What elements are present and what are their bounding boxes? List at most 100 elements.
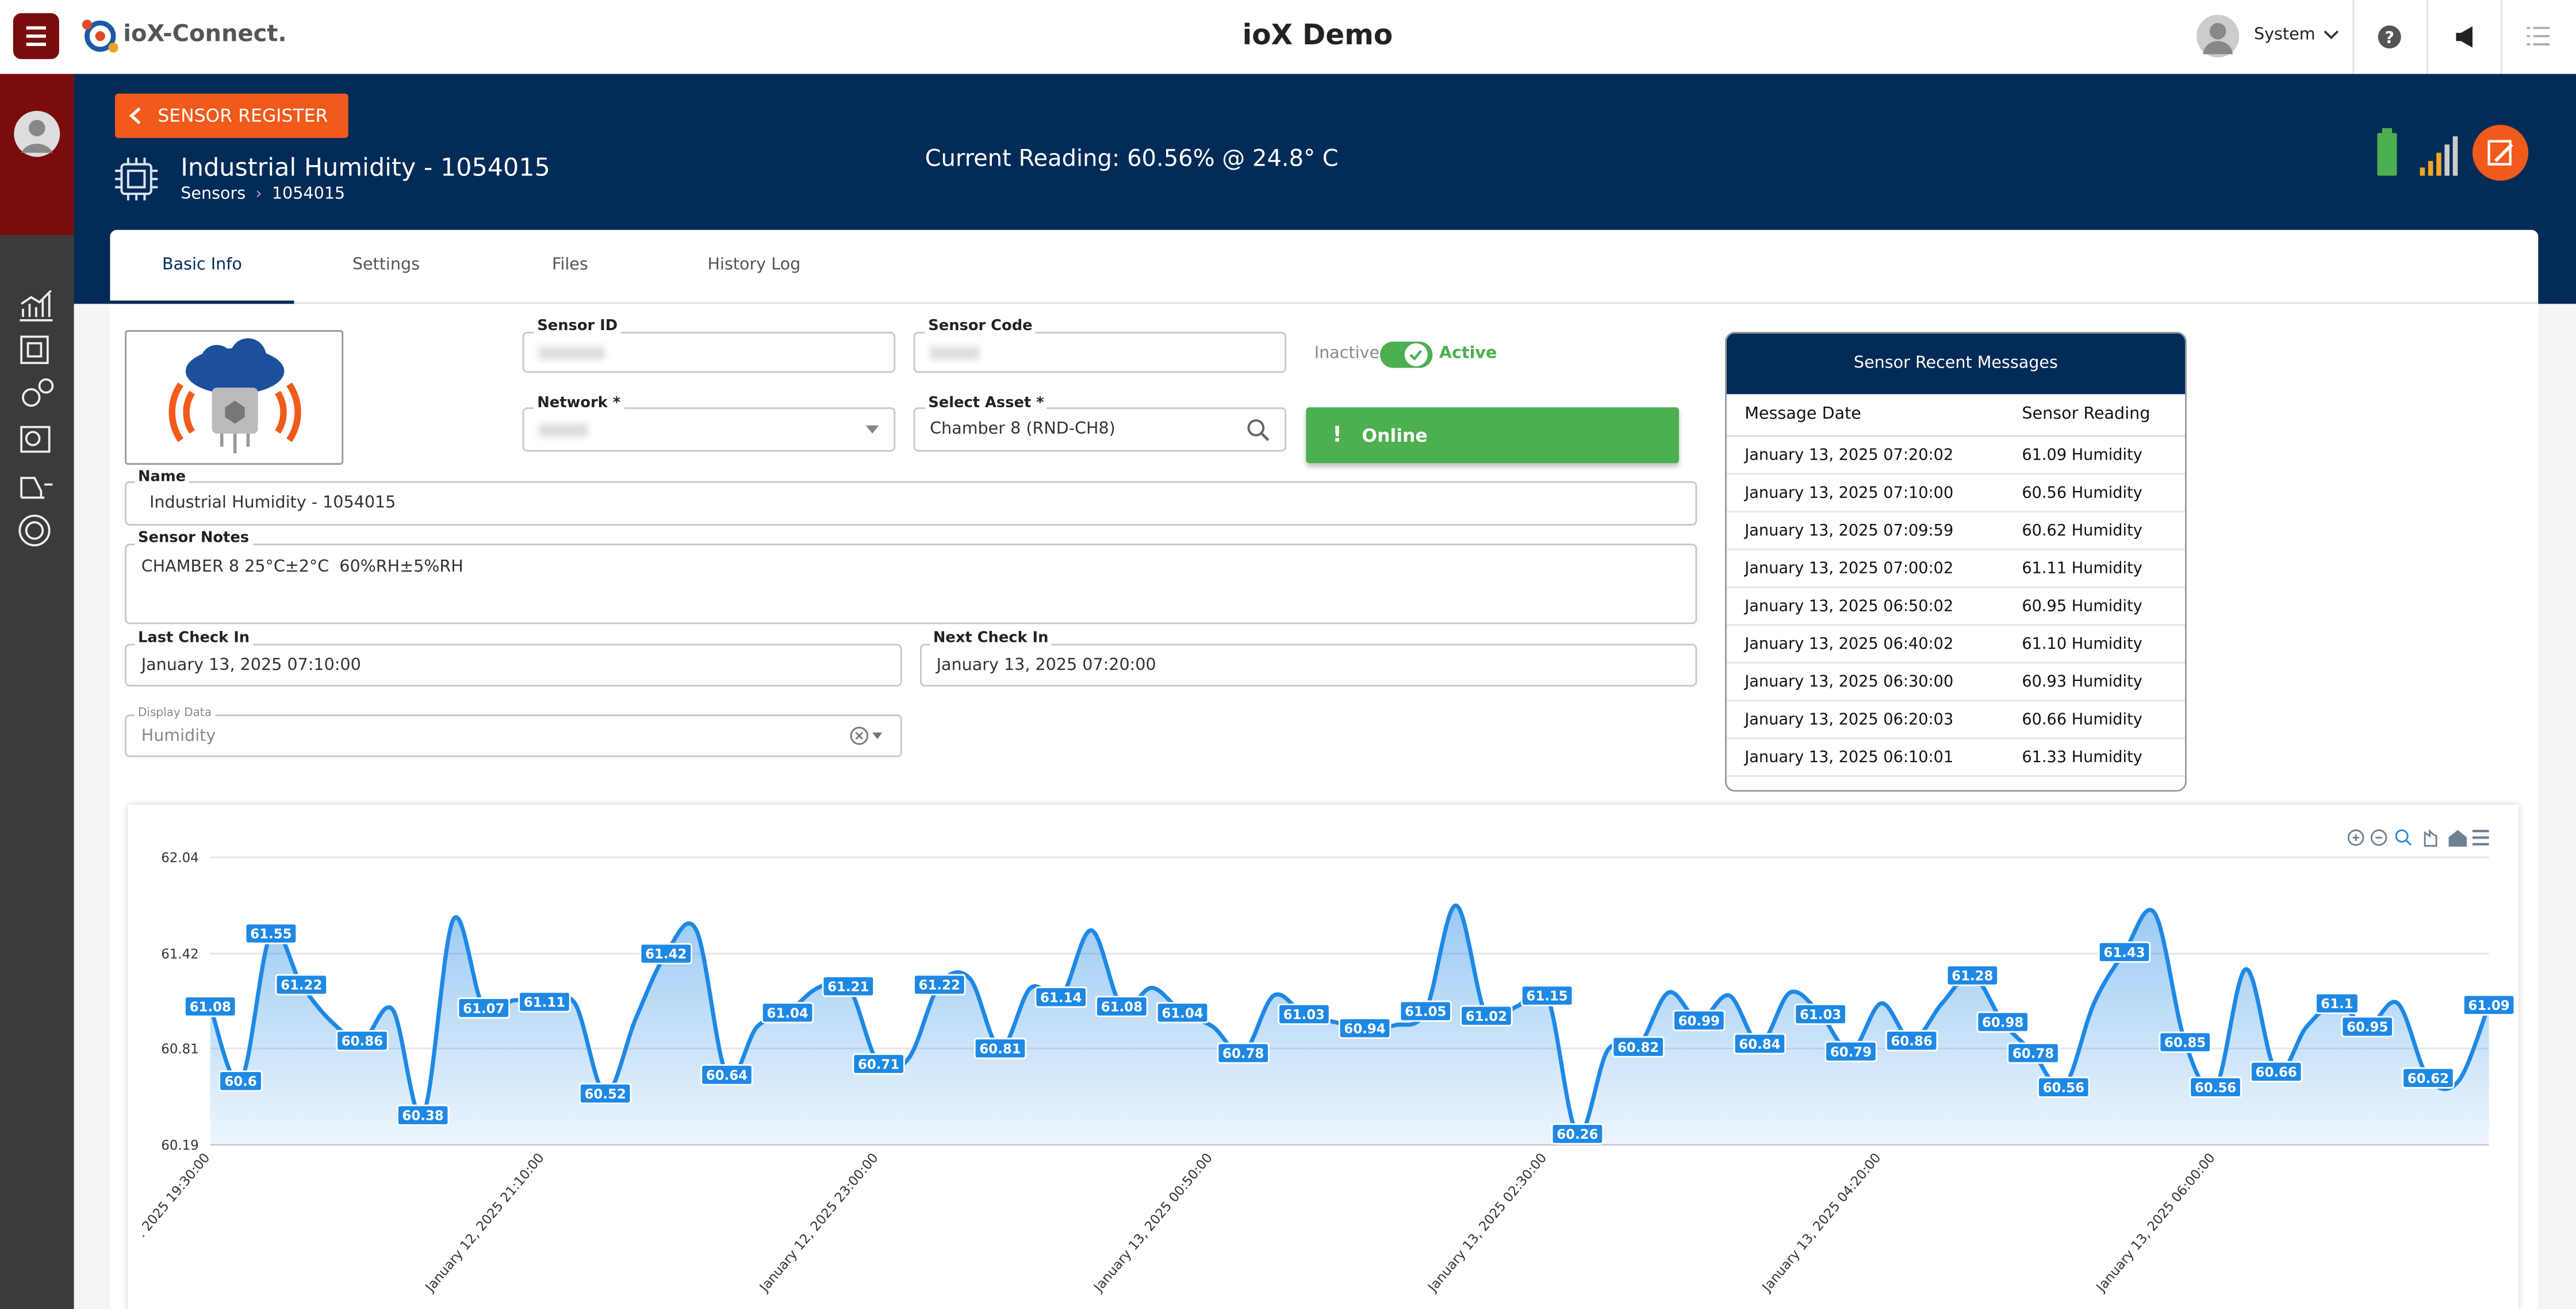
tab-bar: Basic Info Settings Files History Log (110, 230, 2539, 304)
table-cell: 60.95 Humidity (2022, 597, 2142, 615)
breadcrumb-sep: › (255, 185, 262, 204)
table-row[interactable]: January 13, 2025 06:20:03 60.66 Humidity (1726, 701, 2185, 740)
data-label: 60.52 (584, 1087, 626, 1102)
data-label-box (1460, 1005, 1513, 1027)
tab[interactable]: History Log (707, 256, 801, 274)
avatar (2196, 14, 2240, 58)
table-row[interactable]: January 13, 2025 06:50:02 60.95 Humidity (1726, 588, 2185, 626)
table-cell: 60.56 Humidity (2022, 484, 2142, 502)
tab[interactable]: Basic Info (110, 230, 294, 304)
help-icon[interactable]: ? (2377, 25, 2402, 49)
table-cell: 61.09 Humidity (2022, 446, 2142, 464)
data-label: 61.03 (1283, 1008, 1325, 1023)
toggle-on-label: Active (1439, 345, 1497, 363)
user-caret (2324, 30, 2339, 40)
announce-icon[interactable] (2453, 25, 2478, 49)
divider (2352, 0, 2355, 74)
field-label: Last Check In (135, 630, 253, 648)
field-label: Sensor Code (925, 319, 1036, 335)
data-label: 60.66 (2256, 1065, 2297, 1080)
network-select[interactable] (522, 407, 896, 452)
data-label-box (1095, 996, 1148, 1017)
toggle-off-label: Inactive (1314, 345, 1380, 363)
table-row[interactable]: January 13, 2025 07:00:02 61.11 Humidity (1726, 550, 2185, 588)
x-tick-label: January 13, 2025 00:50:00 (1090, 1150, 1216, 1295)
data-label: 60.64 (706, 1068, 747, 1083)
table-row[interactable]: January 13, 2025 07:20:02 61.09 Humidity (1726, 437, 2185, 475)
data-label-box (822, 975, 875, 997)
data-label-box (2007, 1042, 2060, 1064)
table-row[interactable]: January 13, 2025 07:09:59 60.62 Humidity (1726, 512, 2185, 550)
sensor-title: Industrial Humidity - 1054015 (181, 152, 550, 182)
data-label-box (1338, 1017, 1392, 1039)
panel-title: Sensor Recent Messages (1726, 333, 2185, 395)
table-cell: January 13, 2025 07:10:00 (1745, 484, 1954, 502)
data-label-box (2315, 993, 2359, 1015)
data-label-box (336, 1029, 389, 1052)
data-label: 61.1 (2321, 997, 2353, 1012)
search-icon[interactable] (1247, 418, 1270, 441)
recent-messages-panel: Sensor Recent Messages Message Date Senso… (1725, 331, 2187, 792)
next-checkin-input[interactable]: January 13, 2025 07:20:00 (920, 644, 1697, 687)
table-row[interactable]: January 13, 2025 07:10:00 60.56 Humidity (1726, 474, 2185, 512)
data-label-box (1946, 964, 1999, 986)
sensor-id-input[interactable] (522, 331, 896, 373)
list-icon[interactable] (2527, 26, 2550, 46)
sensor-icon (115, 158, 158, 201)
data-label-box (761, 1002, 814, 1024)
chart-toolbar[interactable] (2347, 829, 2489, 847)
data-label-box (1885, 1029, 1938, 1052)
field-label: Network * (534, 396, 624, 412)
data-label: 61.09 (2468, 998, 2509, 1013)
sensor-code-input[interactable] (913, 331, 1287, 373)
breadcrumb: Sensors › 1054015 (181, 186, 345, 204)
edit-button[interactable] (2472, 125, 2529, 181)
menu-button[interactable] (13, 13, 59, 59)
brand: ioX-Connect. (123, 21, 287, 48)
back-icon (129, 107, 141, 125)
display-data-select[interactable]: Humidity (125, 714, 902, 757)
data-label-box (396, 1104, 450, 1126)
x-tick-label: January 13, 2025 04:20:00 (1759, 1150, 1884, 1295)
data-label-box (1399, 1000, 1452, 1022)
table-row[interactable]: January 13, 2025 06:40:02 61.10 Humidity (1726, 626, 2185, 664)
data-label-box (1156, 1002, 1209, 1024)
breadcrumb-item[interactable]: Sensors (181, 185, 246, 204)
table-cell: January 13, 2025 06:10:01 (1745, 748, 1954, 767)
status-icon: ! (1332, 423, 1343, 448)
data-label-box (2159, 1031, 2211, 1053)
table-header: Message Date Sensor Reading (1726, 394, 2185, 437)
tab[interactable]: Files (552, 256, 588, 274)
table-cell: January 13, 2025 06:50:02 (1745, 597, 1954, 615)
active-toggle[interactable] (1380, 340, 1433, 369)
field-label: Select Asset * (925, 396, 1048, 412)
table-row[interactable]: January 13, 2025 06:10:01 61.33 Humidity (1726, 739, 2185, 777)
data-label-box (244, 923, 298, 944)
user-name[interactable]: System (2254, 26, 2316, 45)
last-checkin-input[interactable]: January 13, 2025 07:10:00 (125, 644, 902, 687)
tab[interactable]: Settings (352, 256, 420, 274)
data-label: 61.55 (250, 927, 292, 942)
table-cell: 61.11 Humidity (2022, 559, 2142, 577)
table-cell: 61.10 Humidity (2022, 634, 2142, 653)
device-status-icons (2377, 128, 2458, 176)
back-button[interactable]: SENSOR REGISTER (115, 93, 348, 138)
data-label: 60.82 (1617, 1040, 1659, 1055)
data-label-box (1824, 1040, 1877, 1062)
notes-textarea[interactable]: CHAMBER 8 25°C±2°C 60%RH±5%RH (125, 543, 1697, 625)
redacted (539, 423, 588, 437)
profile-avatar[interactable] (13, 110, 61, 158)
sensor-image[interactable] (125, 330, 344, 465)
table-row[interactable]: January 13, 2025 06:30:00 60.93 Humidity (1726, 664, 2185, 702)
data-label: 61.08 (190, 1000, 231, 1015)
sidebar-icons[interactable] (17, 284, 56, 555)
select-clear[interactable] (849, 726, 885, 745)
asset-select[interactable]: Chamber 8 (RND-CH8) (913, 407, 1287, 452)
field-value: Industrial Humidity - 1054015 (150, 494, 396, 512)
data-label-box (913, 974, 966, 996)
name-input[interactable]: Industrial Humidity - 1054015 (125, 481, 1697, 526)
sidebar-profile (0, 74, 74, 235)
data-label-box (639, 943, 693, 964)
data-label-box (1794, 1003, 1847, 1025)
